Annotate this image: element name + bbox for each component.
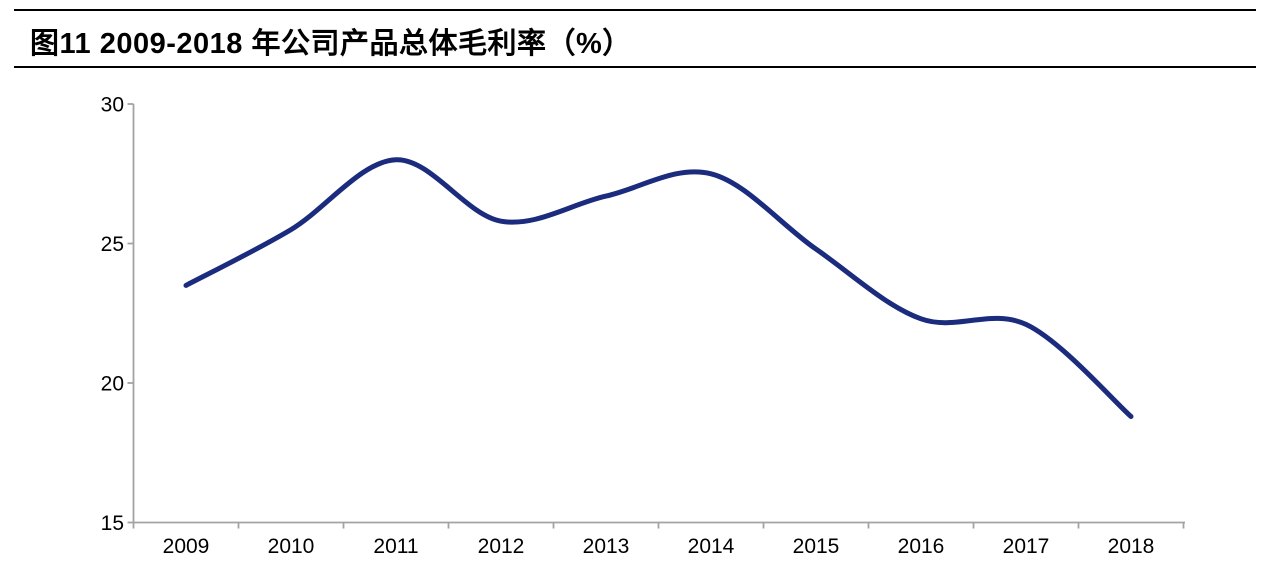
gross-margin-series-line	[183, 157, 1134, 419]
figure-title: 图11 2009-2018 年公司产品总体毛利率（%）	[30, 28, 632, 60]
x-tick-label: 2012	[478, 535, 525, 558]
y-tick-label: 20	[101, 373, 124, 396]
x-tick-label: 2018	[1108, 535, 1155, 558]
x-tick-label: 2009	[163, 535, 210, 558]
title-underline-divider	[14, 66, 1256, 68]
x-tick-label: 2011	[373, 535, 418, 558]
y-tick-label: 30	[101, 94, 124, 117]
x-tick-label: 2016	[898, 535, 945, 558]
x-tick-label: 2015	[793, 535, 840, 558]
x-tick-label: 2014	[688, 535, 735, 558]
x-tick-label: 2010	[268, 535, 315, 558]
y-tick-label: 25	[101, 233, 124, 256]
y-tick-label: 15	[101, 512, 124, 535]
x-tick-label: 2013	[583, 535, 630, 558]
top-divider	[14, 9, 1256, 11]
x-tick-label: 2017	[1003, 535, 1050, 558]
